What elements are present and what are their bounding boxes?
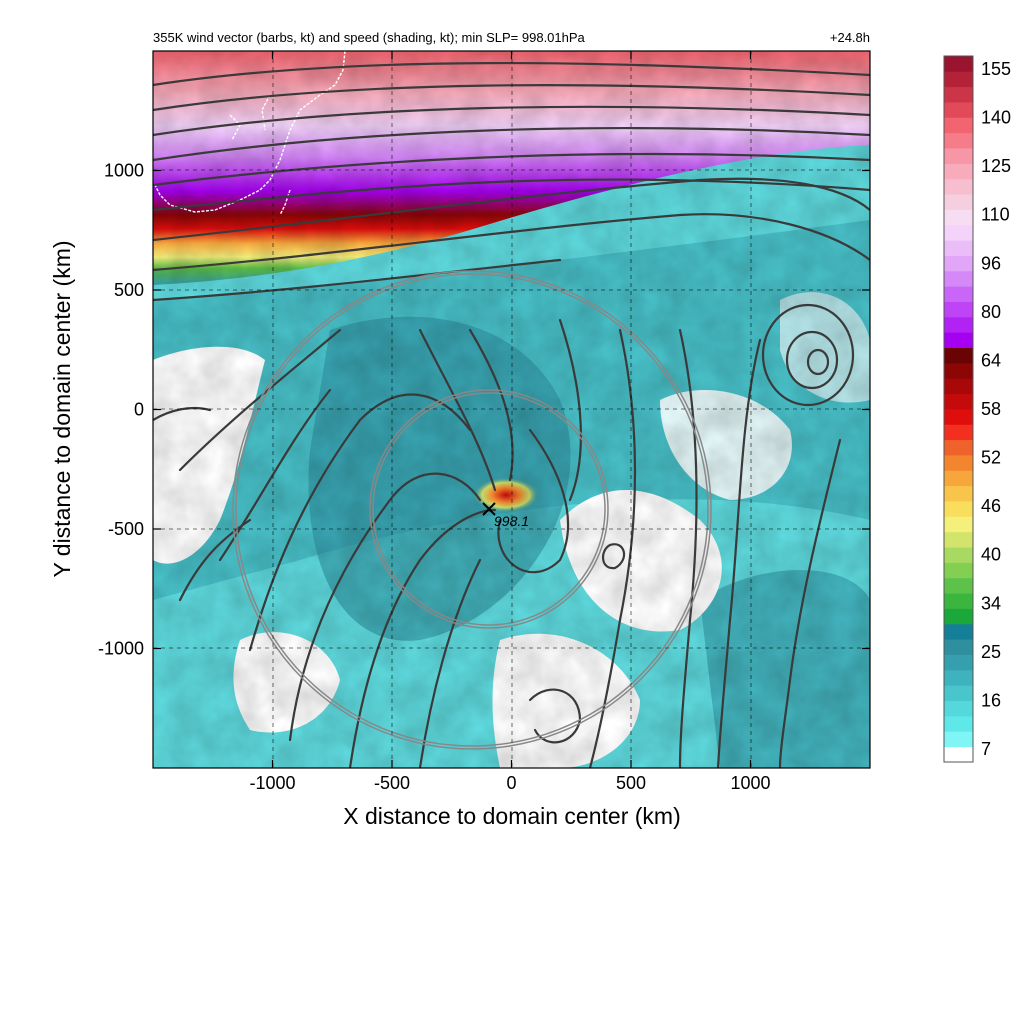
colorbar-label: 16 xyxy=(981,690,1001,710)
coastline xyxy=(154,51,346,216)
colorbar-label: 34 xyxy=(981,593,1001,613)
colorbar-bin xyxy=(944,608,973,625)
colorbar-label: 25 xyxy=(981,642,1001,662)
colorbar-bin xyxy=(944,378,973,395)
colorbar-bin xyxy=(944,117,973,134)
colorbar-bin xyxy=(944,654,973,671)
colorbar-bin xyxy=(944,409,973,425)
colorbar-label: 58 xyxy=(981,399,1001,419)
colorbar-bin xyxy=(944,715,973,732)
y-tick-label: -1000 xyxy=(98,639,144,659)
colorbar-bin xyxy=(944,270,973,287)
range-ring-outer xyxy=(232,270,712,750)
colorbar-bin xyxy=(944,669,973,686)
colorbar-bin xyxy=(944,255,973,272)
colorbar-bin xyxy=(944,301,973,318)
colorbar-label: 46 xyxy=(981,496,1001,516)
y-axis-label: Y distance to domain center (km) xyxy=(49,240,75,577)
colorbar-bin xyxy=(944,316,973,333)
colorbar-label: 140 xyxy=(981,108,1011,128)
y-tick-label: -500 xyxy=(108,519,144,539)
colorbar-bin xyxy=(944,746,973,763)
range-rings xyxy=(232,270,712,750)
colorbar-frame xyxy=(943,55,974,763)
colorbar-label: 125 xyxy=(981,156,1011,176)
x-tick-label: 0 xyxy=(506,773,516,793)
colorbar-bin xyxy=(944,485,973,502)
y-tick-label: 500 xyxy=(114,280,144,300)
colorbar-bin xyxy=(944,132,973,149)
colorbar-bin xyxy=(944,148,973,164)
x-tick-label: -1000 xyxy=(249,773,295,793)
storm-center-pressure-label: 998.1 xyxy=(494,513,529,529)
range-ring-inner xyxy=(369,389,609,629)
colorbar-bin xyxy=(944,86,973,103)
colorbar-label: 110 xyxy=(981,205,1010,225)
x-axis: -1000 -500 0 500 1000 xyxy=(249,51,771,793)
colorbar-bin xyxy=(944,577,973,594)
colorbar-bin xyxy=(944,209,973,226)
chart-title: 355K wind vector (barbs, kt) and speed (… xyxy=(153,30,586,45)
colorbar-bin xyxy=(944,685,973,702)
colorbar-bin xyxy=(944,224,973,241)
colorbar-label: 155 xyxy=(981,59,1011,79)
colorbar-bin xyxy=(944,393,973,410)
colorbar-bin xyxy=(944,547,973,563)
colorbar-bin xyxy=(944,362,973,379)
colorbar-bin xyxy=(944,639,973,655)
x-tick-label: 500 xyxy=(616,773,646,793)
colorbar-bin xyxy=(944,562,973,579)
colorbar-bin xyxy=(944,700,973,717)
colorbar-bin xyxy=(944,286,973,302)
y-tick-label: 1000 xyxy=(104,161,144,181)
forecast-time-label: +24.8h xyxy=(830,30,870,45)
colorbar-bin xyxy=(944,439,973,456)
colorbar-label: 7 xyxy=(981,739,991,759)
range-ring-outer-double xyxy=(235,273,709,747)
colorbar-bin xyxy=(944,731,973,748)
colorbar-label: 64 xyxy=(981,350,1001,370)
colorbar-label: 80 xyxy=(981,302,1001,322)
colorbar-label: 40 xyxy=(981,545,1001,565)
colorbar-bin xyxy=(944,455,973,471)
colorbar-label: 96 xyxy=(981,253,1001,273)
colorbar-bin xyxy=(944,501,973,517)
x-tick-label: 1000 xyxy=(730,773,770,793)
colorbar-bin xyxy=(944,424,973,441)
streamlines xyxy=(153,61,870,768)
colorbar-bin xyxy=(944,347,973,364)
storm-center-marker xyxy=(482,502,496,516)
range-ring-inner-double xyxy=(372,392,606,626)
colorbar-bin xyxy=(944,102,973,118)
colorbar-bin xyxy=(944,178,973,195)
y-axis: 1000 500 0 -500 -1000 xyxy=(98,161,870,659)
x-axis-label: X distance to domain center (km) xyxy=(343,803,680,829)
colorbar-bin xyxy=(944,470,973,487)
colorbar-bin xyxy=(944,56,973,72)
colorbar-bin xyxy=(944,593,973,609)
colorbar-bin xyxy=(944,240,973,256)
colorbar-bin xyxy=(944,71,973,88)
colorbar-bin xyxy=(944,623,973,640)
y-tick-label: 0 xyxy=(134,400,144,420)
colorbar-bin xyxy=(944,163,973,180)
colorbar-bin xyxy=(944,194,973,210)
x-tick-label: -500 xyxy=(374,773,410,793)
colorbar-bin xyxy=(944,332,973,349)
colorbar-bin xyxy=(944,516,973,533)
plot-area: 998.1 xyxy=(153,51,870,768)
colorbar-label: 52 xyxy=(981,448,1001,468)
colorbar: 7 16 25 34 40 46 52 58 64 80 96 110 125 140 155 xyxy=(943,55,1011,763)
colorbar-bin xyxy=(944,531,973,548)
grain-texture xyxy=(153,51,870,768)
